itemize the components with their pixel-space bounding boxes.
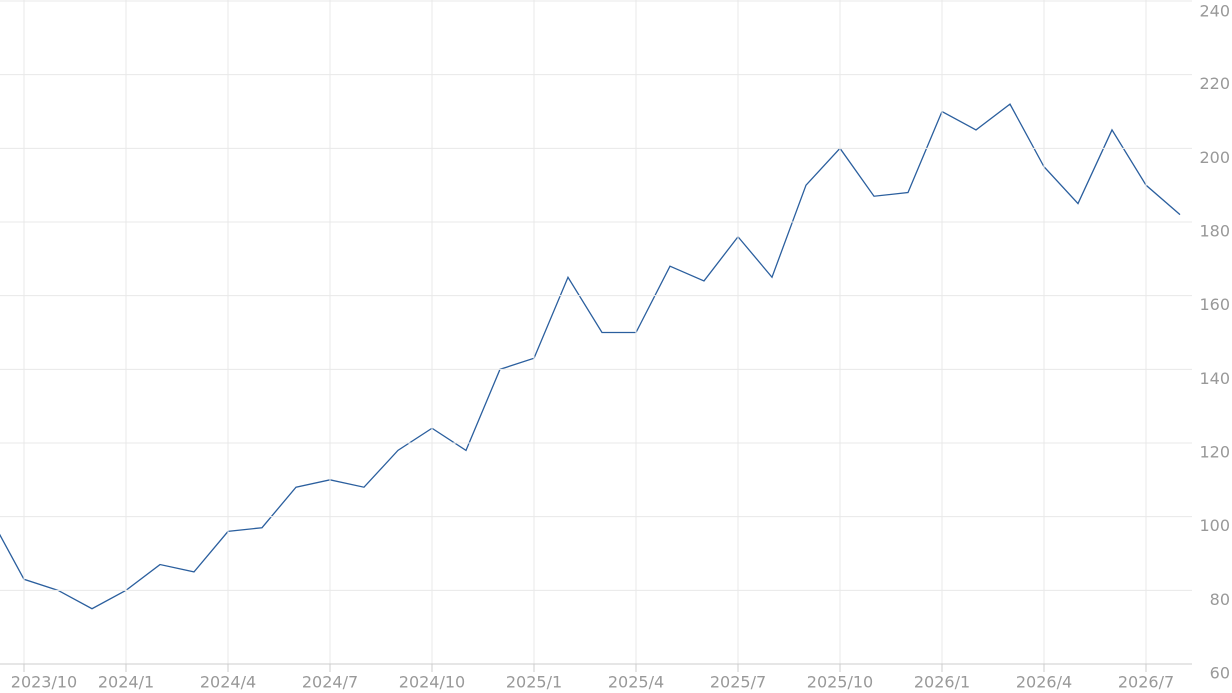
y-tick-label: 140 <box>1199 369 1230 388</box>
y-tick-label: 240 <box>1199 2 1230 21</box>
y-tick-label: 220 <box>1199 74 1230 93</box>
y-tick-label: 100 <box>1199 516 1230 535</box>
y-tick-label: 180 <box>1199 222 1230 241</box>
x-tick-label: 2024/7 <box>302 673 358 692</box>
x-tick-label: 2026/4 <box>1016 673 1072 692</box>
y-tick-label: 60 <box>1210 664 1230 683</box>
plot-area <box>0 103 1181 610</box>
x-tick-label: 2026/1 <box>914 673 970 692</box>
y-tick-label: 80 <box>1210 590 1230 609</box>
x-tick-label: 2026/7 <box>1118 673 1174 692</box>
x-tick-label: 2024/4 <box>200 673 256 692</box>
y-tick-label: 160 <box>1199 295 1230 314</box>
x-tick-label: 2025/7 <box>710 673 766 692</box>
y-tick-label: 120 <box>1199 443 1230 462</box>
price-line <box>0 103 1181 610</box>
x-tick-label: 2025/4 <box>608 673 664 692</box>
x-tick-label: 2025/10 <box>807 673 873 692</box>
y-tick-label: 200 <box>1199 148 1230 167</box>
x-tick-label: 2024/10 <box>399 673 465 692</box>
x-tick-label: 2024/1 <box>98 673 154 692</box>
x-tick-label: 2023/10 <box>11 673 77 692</box>
x-tick-label: 2025/1 <box>506 673 562 692</box>
